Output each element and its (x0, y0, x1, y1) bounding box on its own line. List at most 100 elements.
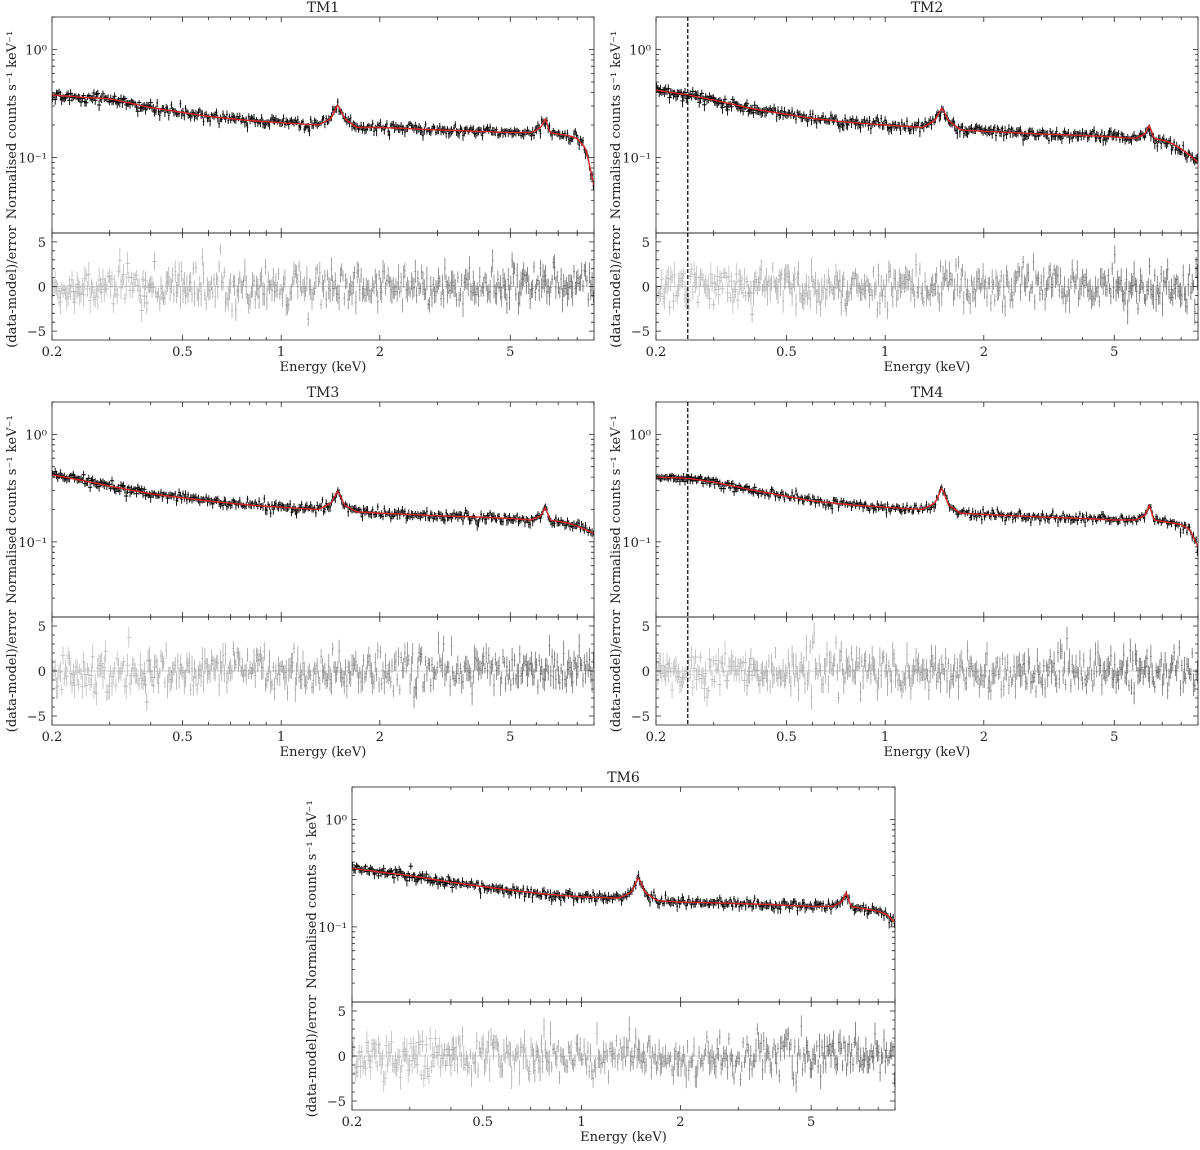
x-tick-label: 2 (980, 345, 988, 360)
y-tick-label: 10⁰ (325, 813, 347, 828)
x-tick-label: 1 (881, 730, 889, 745)
x-tick-label: 0.2 (342, 1115, 363, 1130)
residual-points (52, 243, 594, 327)
x-tick-label: 0.5 (172, 730, 193, 745)
residual-error-bars (52, 627, 144, 706)
residual-error-bars (413, 631, 504, 709)
panel-tm6: TM6 0.2 0.5 1 2 5 Energy (keV) 10⁰ 10⁻¹ 5 0 −5 Norma… (305, 770, 896, 1145)
x-tick-label: 1 (881, 345, 889, 360)
data-points (656, 82, 1198, 166)
residual-tick-label: −5 (631, 325, 650, 340)
residual-axis-label: (data-model)/error (5, 224, 20, 347)
x-tick-label: 5 (1110, 730, 1118, 745)
axis-ticks (655, 401, 1199, 725)
data-error-bars (352, 861, 895, 929)
y-axis-label: Normalised counts s⁻¹ keV⁻¹ (609, 31, 624, 219)
residual-points (656, 622, 1198, 710)
residual-error-bars (836, 641, 928, 703)
residual-error-bars (52, 247, 144, 323)
residual-tick-label: −5 (27, 325, 46, 340)
x-axis-label: Energy (keV) (884, 745, 971, 760)
x-tick-label: 0.5 (776, 345, 797, 360)
top-panel-frame (51, 401, 595, 618)
panel-title: TM1 (307, 0, 340, 16)
x-tick-label: 1 (277, 345, 285, 360)
top-panel-frame (51, 16, 595, 234)
axis-ticks (351, 786, 896, 1110)
y-tick-label: 10⁻¹ (318, 921, 347, 936)
residual-tick-label: 5 (338, 1005, 346, 1020)
residual-tick-label: 5 (642, 620, 650, 635)
panel-tm2: TM2 0.2 0.5 1 2 5 Energy (keV) 10⁰ 10⁻¹ 5 0 −5 Norma… (609, 0, 1199, 375)
data-points (352, 861, 895, 929)
data-x-bins (656, 86, 1198, 162)
residual-error-bars (926, 256, 1018, 317)
residual-tick-label: 0 (38, 665, 46, 680)
residual-error-bars (1107, 245, 1198, 325)
axis-ticks (655, 16, 1199, 340)
data-points (656, 472, 1198, 556)
panel-title: TM3 (307, 385, 340, 401)
data-points (52, 467, 594, 538)
residual-points (52, 627, 594, 711)
residual-error-bars (140, 642, 233, 711)
x-axis-label: Energy (keV) (280, 745, 367, 760)
axis-ticks (51, 401, 595, 725)
residual-error-bars (1107, 638, 1198, 705)
x-tick-label: 1 (277, 730, 285, 745)
panel-title: TM4 (911, 385, 944, 401)
residual-error-bars (1017, 626, 1108, 698)
residual-error-bars (232, 641, 324, 702)
residual-error-bars (1017, 253, 1108, 314)
residual-tick-label: 0 (642, 665, 650, 680)
residual-tick-label: 5 (38, 236, 46, 251)
x-tick-label: 2 (980, 730, 988, 745)
data-x-bins (52, 92, 594, 187)
y-axis-label: Normalised counts s⁻¹ keV⁻¹ (305, 800, 320, 988)
residual-error-bars (413, 249, 504, 317)
x-tick-label: 2 (376, 345, 384, 360)
y-axis-label: Normalised counts s⁻¹ keV⁻¹ (5, 31, 20, 219)
x-tick-label: 5 (1110, 345, 1118, 360)
panel-tm1: TM1 0.2 0.5 1 2 5 Energy (keV) 10⁰ 10⁻¹ 5 0 −5 Norma… (5, 0, 595, 375)
model-line (52, 474, 594, 534)
x-axis-label: Energy (keV) (280, 360, 367, 375)
x-tick-label: 0.2 (646, 345, 667, 360)
top-panel-frame (351, 786, 896, 1003)
model-line (656, 89, 1198, 164)
y-tick-label: 10⁻¹ (622, 536, 651, 551)
x-tick-label: 5 (506, 730, 514, 745)
residual-axis-label: (data-model)/error (609, 224, 624, 347)
residual-tick-label: 0 (38, 281, 46, 296)
x-tick-label: 0.5 (472, 1115, 493, 1130)
axis-ticks (51, 16, 595, 340)
residual-tick-label: 5 (38, 620, 46, 635)
residual-error-bars (623, 1016, 715, 1089)
residual-tick-label: 0 (338, 1050, 346, 1065)
x-tick-label: 0.5 (776, 730, 797, 745)
residual-error-bars (836, 253, 928, 320)
x-tick-label: 5 (506, 345, 514, 360)
y-tick-label: 10⁻¹ (18, 152, 47, 167)
residual-error-bars (926, 640, 1018, 701)
residual-error-bars (804, 1021, 895, 1090)
y-tick-label: 10⁰ (629, 428, 651, 443)
residual-error-bars (744, 622, 837, 710)
residual-error-bars (322, 257, 414, 315)
residual-error-bars (140, 243, 233, 318)
x-tick-label: 2 (376, 730, 384, 745)
y-tick-label: 10⁰ (629, 44, 651, 59)
residual-axis-label: (data-model)/error (609, 609, 624, 732)
residual-error-bars (656, 640, 748, 707)
data-error-bars (656, 82, 1198, 166)
residual-error-bars (352, 1027, 445, 1093)
residual-points (656, 245, 1198, 325)
x-tick-label: 0.2 (42, 730, 63, 745)
residual-tick-label: 5 (642, 236, 650, 251)
residual-error-bars (503, 252, 594, 315)
model-line (352, 867, 895, 923)
x-axis-label: Energy (keV) (580, 1130, 667, 1145)
y-tick-label: 10⁰ (25, 428, 47, 443)
residual-tick-label: 0 (642, 281, 650, 296)
residual-tick-label: −5 (327, 1095, 346, 1110)
